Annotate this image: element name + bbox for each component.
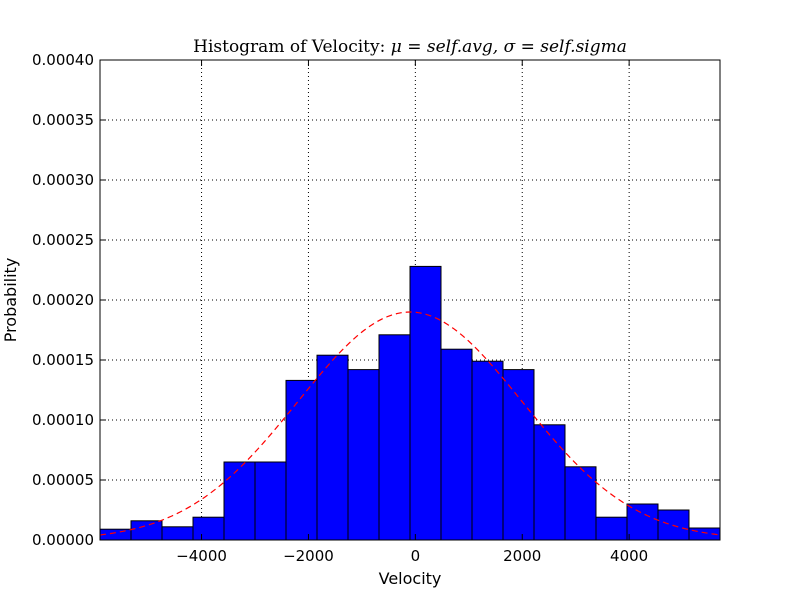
- y-tick-label: 0.00000: [32, 531, 94, 549]
- histogram-bar: [471, 360, 504, 541]
- x-tick-label: 4000: [610, 547, 648, 565]
- y-tick-label: 0.00010: [32, 411, 94, 429]
- histogram-bars: [99, 265, 721, 541]
- histogram-bar: [130, 520, 163, 541]
- chart-title-text: Histogram of Velocity: [193, 37, 380, 57]
- y-axis-label: Probability: [1, 258, 20, 343]
- chart-title-math: μ = self.avg, σ = self.sigma: [391, 37, 627, 57]
- histogram-bar: [409, 265, 442, 541]
- x-tick-label: 0: [411, 547, 421, 565]
- histogram-bar: [223, 461, 256, 541]
- y-tick-label: 0.00015: [32, 351, 94, 369]
- y-tick-label: 0.00005: [32, 471, 94, 489]
- histogram-bar: [192, 516, 225, 541]
- histogram-bar: [254, 461, 287, 541]
- x-tick-label: 2000: [503, 547, 541, 565]
- chart-title: Histogram of Velocity: μ = self.avg, σ =…: [193, 37, 627, 57]
- fit-curve-layer: [99, 311, 721, 536]
- x-tick-label: −4000: [176, 547, 227, 565]
- y-tick-label: 0.00030: [32, 171, 94, 189]
- x-axis-label: Velocity: [379, 569, 442, 588]
- histogram-bar: [161, 526, 194, 541]
- histogram-bar: [316, 354, 349, 541]
- histogram-bar: [533, 424, 566, 541]
- y-tick-label: 0.00020: [32, 291, 94, 309]
- histogram-bar: [285, 379, 318, 541]
- histogram-bar: [626, 503, 659, 541]
- histogram-bar: [595, 516, 628, 541]
- histogram-bar: [347, 369, 380, 541]
- histogram-bar: [502, 369, 535, 541]
- histogram-bar: [440, 348, 473, 541]
- y-tick-label: 0.00035: [32, 111, 94, 129]
- axis-ticks: −4000 −2000 0 2000 4000 0.00000 0.00005 0.00010…: [32, 51, 720, 565]
- histogram-bar: [378, 334, 411, 541]
- y-tick-label: 0.00025: [32, 231, 94, 249]
- normal-fit-curve: [99, 311, 721, 536]
- x-tick-label: −2000: [283, 547, 334, 565]
- y-tick-label: 0.00040: [32, 51, 94, 69]
